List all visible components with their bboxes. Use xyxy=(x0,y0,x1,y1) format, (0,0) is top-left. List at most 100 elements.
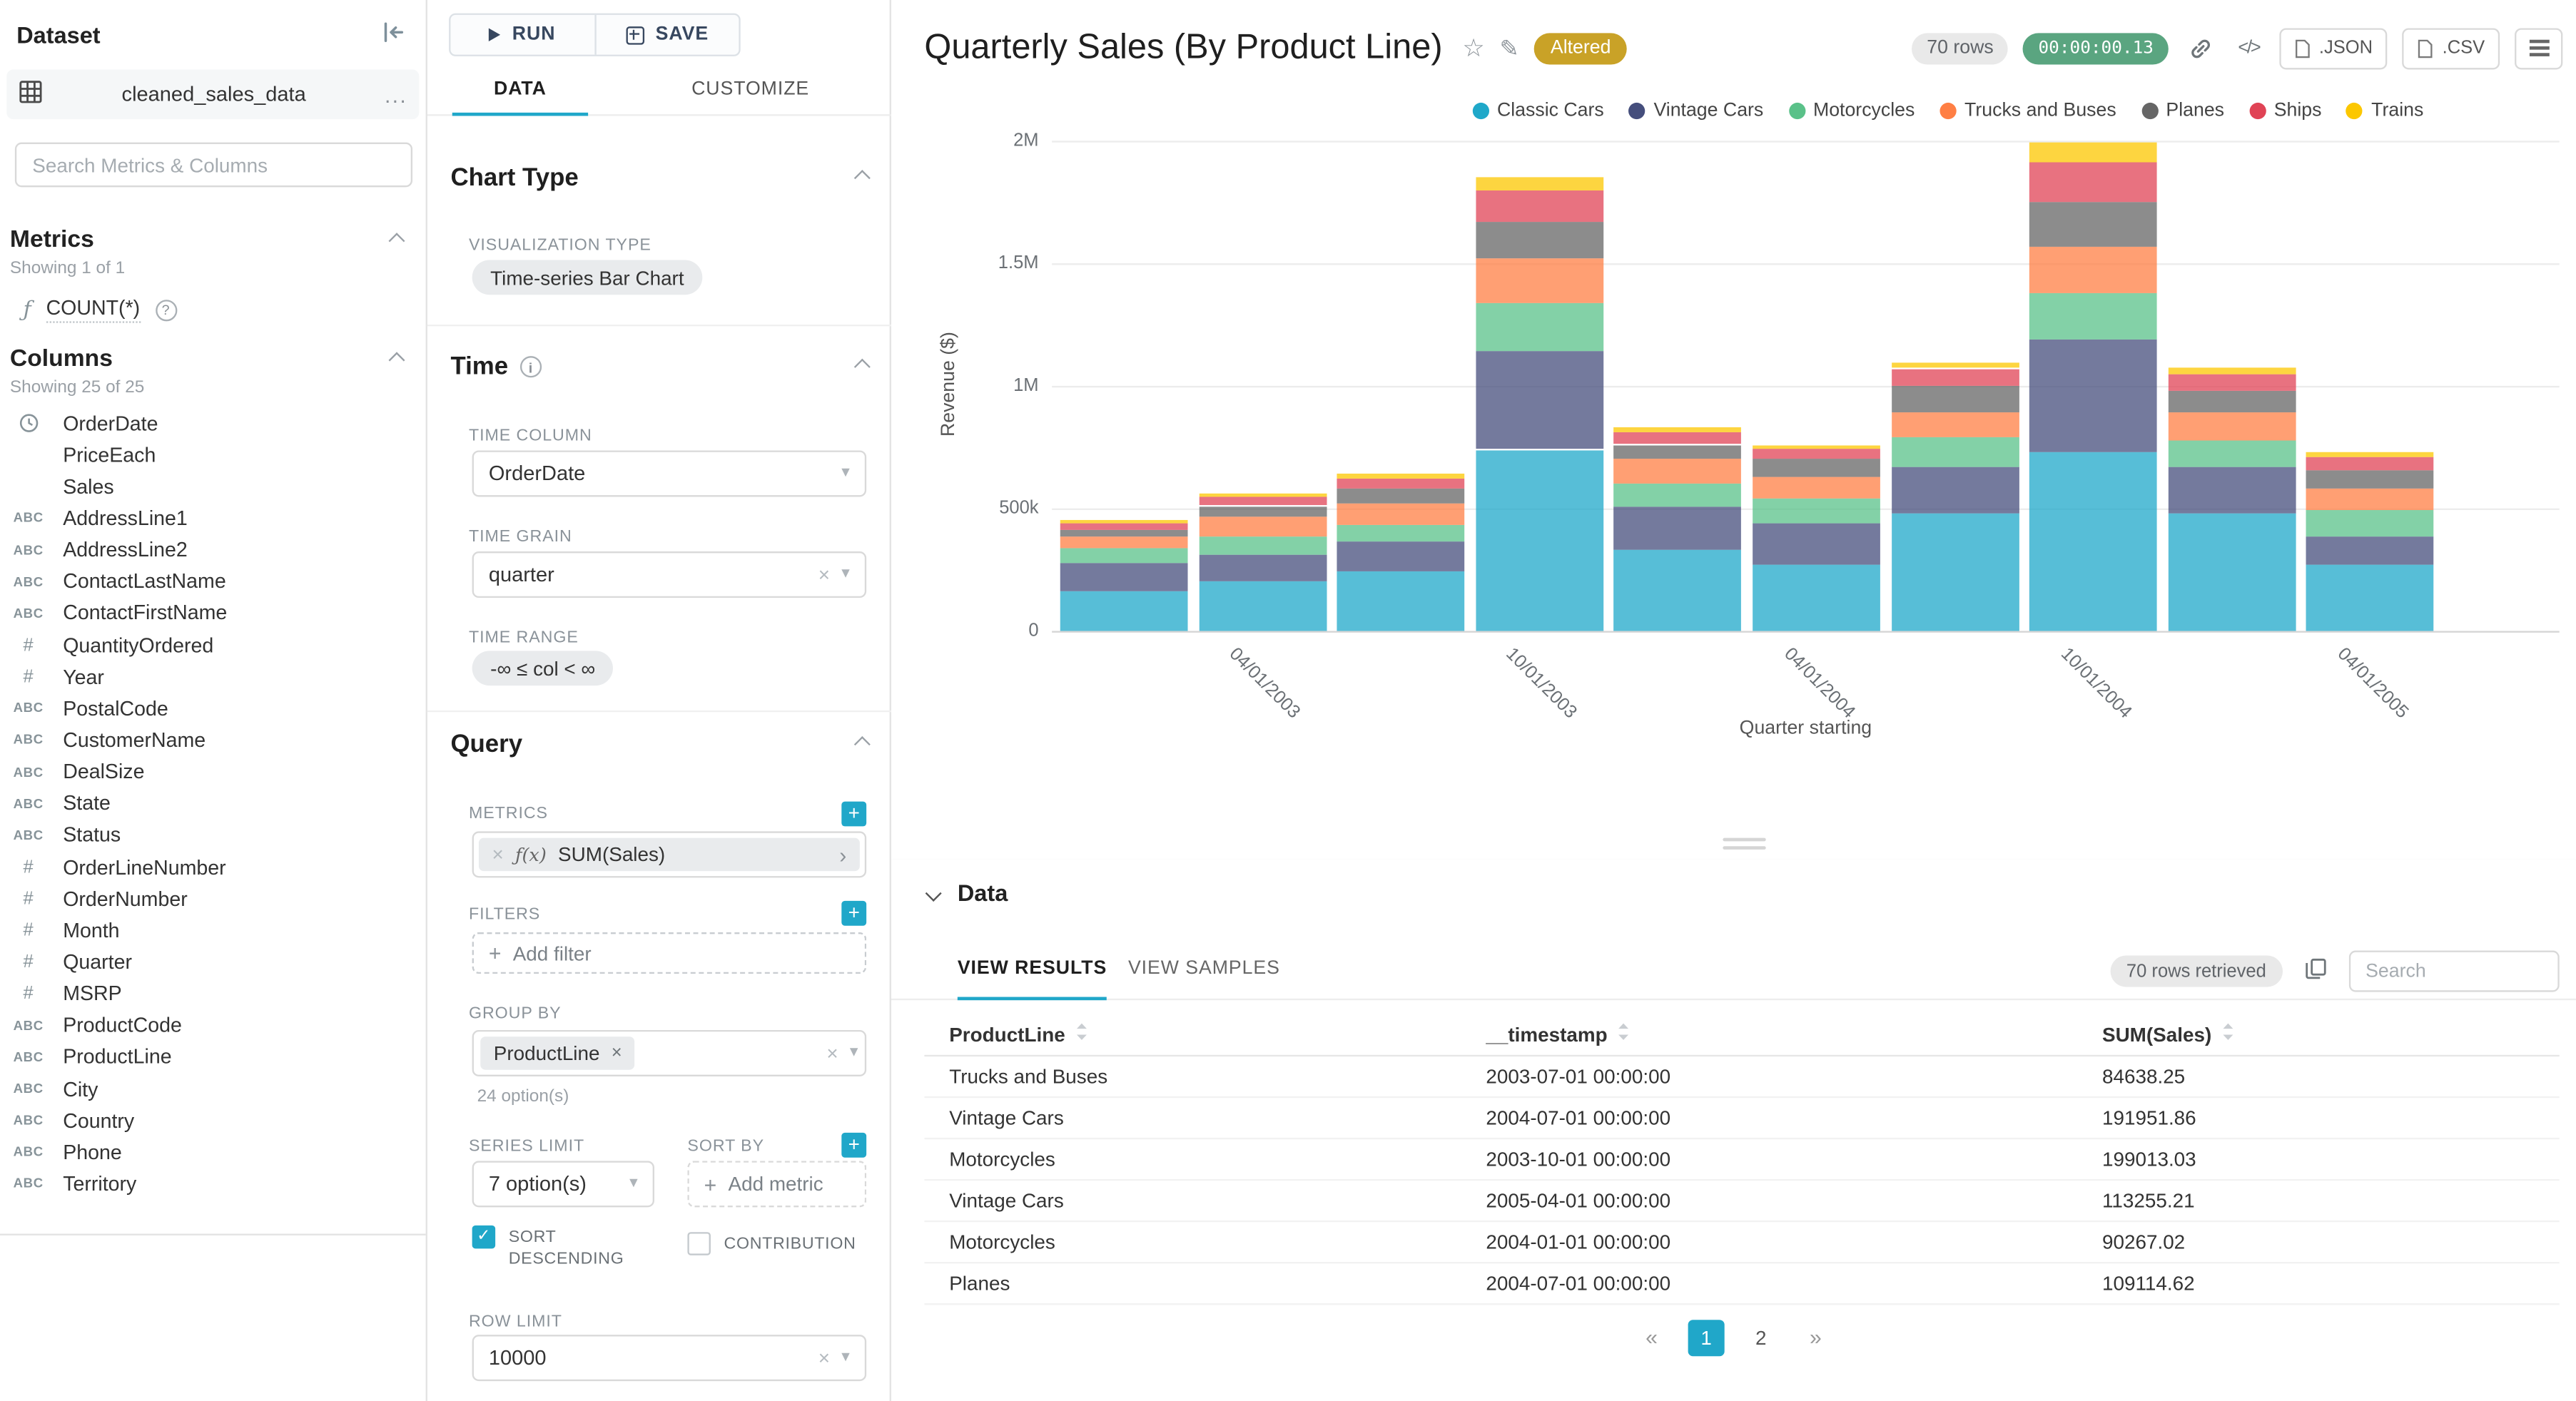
edit-title-icon[interactable]: ✎ xyxy=(1499,34,1519,61)
bar-segment[interactable] xyxy=(1060,591,1188,631)
chevron-right-icon[interactable]: › xyxy=(839,842,847,867)
bar-segment[interactable] xyxy=(2306,536,2435,565)
bar-segment[interactable] xyxy=(1753,459,1880,477)
add-metric-button[interactable]: + xyxy=(841,801,867,827)
bar-segment[interactable] xyxy=(1060,549,1188,564)
bar-segment[interactable] xyxy=(2306,452,2435,458)
bar-segment[interactable] xyxy=(1614,432,1742,445)
bar-segment[interactable] xyxy=(2168,367,2296,374)
search-metrics-input[interactable] xyxy=(14,142,412,188)
time-range-pill[interactable]: -∞ ≤ col < ∞ xyxy=(472,651,614,686)
clear-icon[interactable]: × xyxy=(826,1041,838,1065)
column-item[interactable]: ABC ContactLastName xyxy=(0,566,426,597)
dataset-selector[interactable]: cleaned_sales_data ... xyxy=(6,69,420,120)
bar-segment[interactable] xyxy=(1753,498,1880,524)
bar-segment[interactable] xyxy=(1753,564,1880,631)
bar-segment[interactable] xyxy=(1198,554,1327,582)
bar-segment[interactable] xyxy=(1198,536,1327,555)
bar-segment[interactable] xyxy=(1891,368,2019,386)
bar-segment[interactable] xyxy=(1753,477,1880,499)
contribution-checkbox[interactable]: CONTRIBUTION xyxy=(687,1232,856,1255)
bar-segment[interactable] xyxy=(1891,362,2019,369)
chevron-down-icon[interactable] xyxy=(925,884,942,901)
favorite-star-icon[interactable]: ☆ xyxy=(1462,34,1485,63)
column-item[interactable]: ABC ProductCode xyxy=(0,1009,426,1041)
column-item[interactable]: ABC ContactFirstName xyxy=(0,598,426,629)
legend-item[interactable]: Trains xyxy=(2346,101,2423,121)
next-page-button[interactable]: » xyxy=(1809,1325,1822,1350)
column-header[interactable]: __timestamp xyxy=(1486,1022,2102,1046)
results-search-input[interactable] xyxy=(2348,950,2560,992)
share-link-icon[interactable] xyxy=(2189,36,2214,61)
tab-data[interactable]: DATA xyxy=(452,66,589,116)
bar-segment[interactable] xyxy=(1198,581,1327,631)
remove-tag-icon[interactable]: × xyxy=(611,1043,622,1064)
legend-item[interactable]: Vintage Cars xyxy=(1628,101,1763,121)
page-1-button[interactable]: 1 xyxy=(1688,1320,1725,1357)
row-limit-select[interactable]: 10000 × ▾ xyxy=(472,1335,867,1382)
visualization-type-pill[interactable]: Time-series Bar Chart xyxy=(472,260,703,295)
legend-item[interactable]: Trucks and Buses xyxy=(1939,101,2116,121)
bar-segment[interactable] xyxy=(1614,444,1742,459)
column-item[interactable]: ABC CustomerName xyxy=(0,724,426,755)
bar-segment[interactable] xyxy=(2168,467,2296,514)
sort-icon[interactable] xyxy=(1618,1022,1631,1046)
metric-pill[interactable]: × ƒ(x) SUM(Sales) › xyxy=(478,837,860,872)
chevron-up-icon[interactable] xyxy=(388,232,405,249)
export-json-button[interactable]: .JSON xyxy=(2279,27,2388,69)
chevron-up-icon[interactable] xyxy=(853,358,871,375)
bar-segment[interactable] xyxy=(1614,484,1742,506)
column-item[interactable]: PriceEach xyxy=(0,439,426,471)
legend-item[interactable]: Ships xyxy=(2248,101,2322,121)
dataset-options-button[interactable]: ... xyxy=(384,81,408,107)
bar-segment[interactable] xyxy=(2029,292,2158,340)
bar-segment[interactable] xyxy=(1475,222,1603,259)
column-item[interactable]: ABC Territory xyxy=(0,1168,426,1200)
query-section-header[interactable]: Query xyxy=(450,730,871,758)
tab-view-samples[interactable]: VIEW SAMPLES xyxy=(1127,959,1280,979)
add-filter-button[interactable]: + xyxy=(841,900,867,926)
bar-segment[interactable] xyxy=(1753,523,1880,565)
bar-segment[interactable] xyxy=(1753,448,1880,459)
bar-segment[interactable] xyxy=(1614,427,1742,433)
column-item[interactable]: ABC ProductLine xyxy=(0,1041,426,1073)
bar-segment[interactable] xyxy=(1198,497,1327,506)
bar-segment[interactable] xyxy=(1614,506,1742,550)
chart-type-section-header[interactable]: Chart Type xyxy=(450,164,871,192)
bar-segment[interactable] xyxy=(1198,516,1327,537)
column-item[interactable]: OrderDate xyxy=(0,407,426,439)
sort-descending-checkbox[interactable]: ✓ SORT DESCENDING xyxy=(472,1225,658,1270)
bar-segment[interactable] xyxy=(1337,541,1465,571)
bar-segment[interactable] xyxy=(2168,513,2296,631)
clear-icon[interactable]: × xyxy=(818,1346,830,1370)
bar-segment[interactable] xyxy=(1060,529,1188,537)
bar-segment[interactable] xyxy=(1337,503,1465,524)
bar-segment[interactable] xyxy=(1614,550,1742,631)
time-column-select[interactable]: OrderDate ▾ xyxy=(472,450,867,497)
bar-segment[interactable] xyxy=(1337,489,1465,504)
bar-segment[interactable] xyxy=(1198,494,1327,498)
collapse-panel-icon[interactable] xyxy=(381,20,406,50)
save-button[interactable]: SAVE xyxy=(594,14,739,55)
column-item[interactable]: # OrderNumber xyxy=(0,883,426,915)
bar-segment[interactable] xyxy=(1614,459,1742,484)
bar-segment[interactable] xyxy=(1060,563,1188,592)
time-grain-select[interactable]: quarter × ▾ xyxy=(472,551,867,598)
bar-segment[interactable] xyxy=(1337,473,1465,478)
copy-to-clipboard-icon[interactable] xyxy=(2304,957,2328,985)
bar-segment[interactable] xyxy=(1891,412,2019,437)
chevron-up-icon[interactable] xyxy=(388,351,405,368)
sort-by-dropzone[interactable]: + Add metric xyxy=(687,1161,867,1208)
bar-segment[interactable] xyxy=(1891,385,2019,412)
bar-segment[interactable] xyxy=(2029,452,2158,631)
column-item[interactable]: ABC PostalCode xyxy=(0,693,426,724)
sort-icon[interactable] xyxy=(1075,1022,1089,1046)
resize-handle[interactable] xyxy=(1723,837,1766,855)
bar-segment[interactable] xyxy=(2306,457,2435,471)
column-header[interactable]: SUM(Sales) xyxy=(2102,1022,2560,1046)
page-2-button[interactable]: 2 xyxy=(1755,1326,1767,1350)
series-limit-select[interactable]: 7 option(s) ▾ xyxy=(472,1161,654,1208)
bar-segment[interactable] xyxy=(1475,178,1603,190)
metric-item[interactable]: ƒ COUNT(*)? xyxy=(10,290,426,330)
checkbox-unchecked-icon[interactable] xyxy=(687,1232,711,1255)
